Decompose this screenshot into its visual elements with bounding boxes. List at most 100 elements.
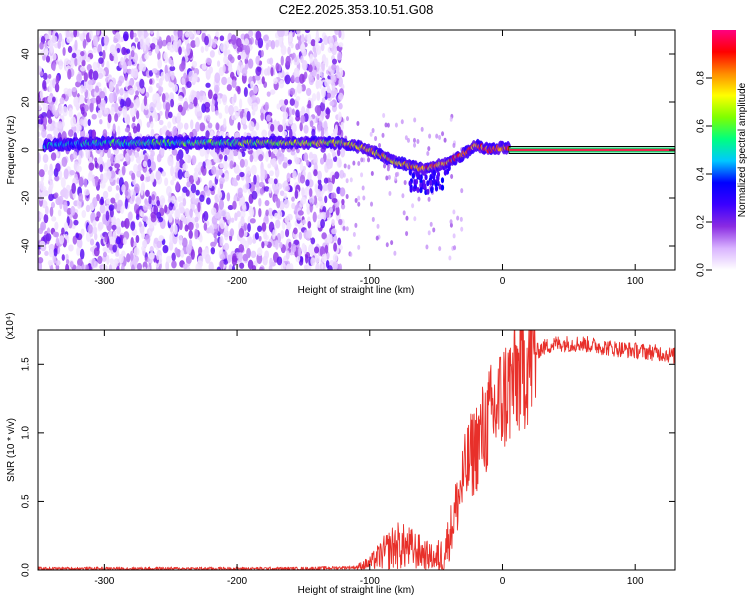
spectrogram-noise-speckle xyxy=(205,254,211,264)
spectrogram-noise-speckle xyxy=(174,247,179,255)
spectrogram-noise-speckle xyxy=(58,59,64,70)
spectrogram-noise-speckle xyxy=(330,90,336,99)
spectrogram-noise-speckle xyxy=(55,259,61,266)
spectrogram-noise-speckle xyxy=(307,171,312,182)
spectrogram-noise-speckle xyxy=(264,101,269,112)
spectrogram-noise-speckle xyxy=(58,235,65,245)
spectrogram-noise-speckle xyxy=(47,73,52,80)
spectrogram-noise-speckle xyxy=(168,202,174,211)
spectrogram-signal-wisp xyxy=(430,187,434,194)
spectrogram-noise-speckle xyxy=(285,185,291,192)
spectrogram-noise-speckle xyxy=(288,36,293,43)
spectrogram-noise-speckle xyxy=(150,43,156,50)
spectrogram-noise-speckle xyxy=(313,246,320,254)
spectrogram-noise-speckle xyxy=(190,40,197,49)
spectrogram-noise-speckle xyxy=(67,68,72,80)
spectrogram-signal-wisp xyxy=(440,184,445,191)
spectrogram-noise-speckle xyxy=(241,151,246,158)
spectrogram-noise-speckle xyxy=(207,122,213,129)
spectrogram-noise-speckle xyxy=(260,167,266,177)
spectrogram-noise-speckle xyxy=(39,212,44,219)
spectrogram-noise-speckle xyxy=(133,84,137,93)
spectrogram-noise-speckle xyxy=(136,170,142,178)
spectrogram-noise-speckle xyxy=(182,216,188,225)
spectrogram-noise-speckle xyxy=(116,47,121,54)
spectrogram-noise-speckle xyxy=(343,163,347,169)
spectrogram-noise-speckle xyxy=(253,151,258,158)
spectrogram-noise-speckle xyxy=(148,252,155,260)
spectrogram-noise-speckle xyxy=(46,227,51,234)
spectrogram-noise-speckle xyxy=(194,37,200,48)
spectrogram-noise-speckle xyxy=(122,111,128,119)
spectrogram-noise-speckle xyxy=(285,250,290,260)
spectrogram-noise-speckle xyxy=(155,170,161,181)
spectrogram-noise-speckle xyxy=(280,55,284,66)
spectrogram-noise-speckle xyxy=(109,258,115,265)
spectrogram-noise-speckle xyxy=(258,235,262,242)
spectrogram-noise-speckle xyxy=(347,164,351,170)
spectrogram-noise-speckle xyxy=(208,225,213,234)
spectrogram-noise-speckle xyxy=(268,221,275,233)
spectrogram-noise-speckle xyxy=(52,53,57,61)
spectrogram-noise-speckle xyxy=(268,264,273,270)
spectrogram-noise-speckle xyxy=(174,209,180,220)
spectrogram-noise-speckle xyxy=(338,92,344,101)
spectrogram-noise-speckle xyxy=(323,120,328,131)
spectrogram-noise-speckle xyxy=(149,102,155,112)
spectrogram-noise-speckle xyxy=(191,76,195,83)
spectrogram-noise-speckle xyxy=(51,216,57,222)
spectrogram-noise-speckle xyxy=(217,187,221,196)
spectrogram-noise-speckle xyxy=(156,211,162,219)
spectrogram-noise-speckle xyxy=(164,177,169,187)
spectrogram-noise-speckle xyxy=(133,163,139,174)
spectrogram-noise-speckle xyxy=(246,110,251,122)
spectrogram-noise-speckle xyxy=(167,213,173,223)
spectrogram-noise-speckle xyxy=(190,94,195,101)
spectrogram-noise-speckle xyxy=(352,160,356,166)
spectrogram-noise-speckle xyxy=(253,174,257,185)
spectrogram-noise-speckle xyxy=(338,218,343,226)
spectrogram-noise-speckle xyxy=(281,104,287,113)
spectrogram-noise-speckle xyxy=(228,150,234,160)
spectrogram-noise-speckle xyxy=(387,174,391,180)
spectrogram-noise-speckle xyxy=(97,72,104,80)
spectrogram-noise-speckle xyxy=(337,237,342,246)
colorbar-label: Normalized spectral amplitude xyxy=(737,82,748,217)
snr-y-tick-label: 1.0 xyxy=(21,425,32,439)
spectrogram-noise-speckle xyxy=(50,201,55,209)
spectrogram-noise-speckle xyxy=(223,55,228,65)
spectrogram-noise-speckle xyxy=(287,46,291,55)
spectrogram-noise-speckle xyxy=(61,156,68,168)
spectrogram-noise-speckle xyxy=(89,30,93,40)
spectrogram-noise-speckle xyxy=(105,210,110,222)
spectrogram-noise-speckle xyxy=(121,184,126,193)
spectrogram-noise-speckle xyxy=(40,50,45,56)
spectrogram-noise-speckle xyxy=(195,189,200,196)
spectrogram-noise-speckle xyxy=(99,173,104,182)
spectrogram-noise-speckle xyxy=(309,120,314,128)
spectrogram-noise-speckle xyxy=(130,50,135,58)
spectrogram-noise-speckle xyxy=(213,231,217,239)
spectrogram-noise-speckle xyxy=(276,182,283,190)
spectrogram-noise-speckle xyxy=(299,174,306,184)
spectrogram-noise-speckle xyxy=(120,263,125,270)
spectrogram-noise-speckle xyxy=(324,244,329,254)
spectrogram-noise-speckle xyxy=(307,100,312,109)
spectrogram-noise-speckle xyxy=(400,119,404,125)
spectrogram-noise-speckle xyxy=(226,192,231,202)
spectrogram-noise-speckle xyxy=(143,42,147,52)
spectrogram-noise-speckle xyxy=(218,154,223,160)
spectrogram-noise-speckle xyxy=(186,181,191,188)
spectrogram-noise-speckle xyxy=(148,70,154,77)
spectrogram-noise-speckle xyxy=(282,161,288,169)
spectrogram-noise-speckle xyxy=(206,57,212,66)
spectrogram-noise-speckle xyxy=(210,207,217,216)
spectrogram-noise-speckle xyxy=(214,212,221,219)
spectrogram-y-tick-label: -20 xyxy=(21,190,32,205)
spectrogram-noise-speckle xyxy=(196,105,201,112)
spectrogram-noise-speckle xyxy=(215,122,220,131)
spectrogram-noise-speckle xyxy=(255,30,262,41)
spectrogram-noise-speckle xyxy=(194,208,199,217)
spectrogram-noise-speckle xyxy=(99,180,106,189)
